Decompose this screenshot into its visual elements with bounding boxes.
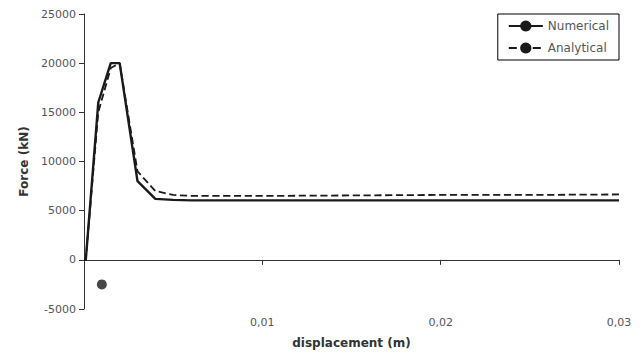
svg-text:5000: 5000 [48,204,76,217]
svg-text:25000: 25000 [41,8,76,21]
svg-text:20000: 20000 [41,57,76,70]
svg-text:Numerical: Numerical [548,19,609,33]
svg-text:0: 0 [69,253,76,266]
svg-text:Force (kN): Force (kN) [17,126,31,196]
svg-text:-5000: -5000 [44,303,76,316]
svg-text:10000: 10000 [41,155,76,168]
svg-text:0,03: 0,03 [607,316,632,329]
svg-text:15000: 15000 [41,106,76,119]
svg-text:displacement (m): displacement (m) [292,336,410,350]
svg-text:0,01: 0,01 [250,316,275,329]
svg-text:0,02: 0,02 [428,316,453,329]
svg-text:Analytical: Analytical [548,41,607,55]
